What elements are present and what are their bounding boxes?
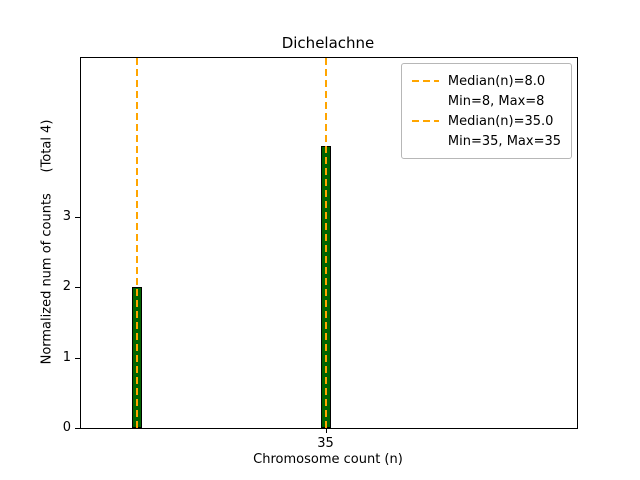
x-tick: [325, 428, 327, 433]
plot-area: 0 1 2 3 35: [63, 57, 578, 451]
legend-row: Median(n)=35.0: [411, 111, 561, 131]
y-tick: [75, 357, 80, 359]
legend-row: Min=8, Max=8: [412, 91, 561, 111]
y-tick-label: 3: [62, 208, 71, 224]
legend-label: Min=8, Max=8: [447, 93, 545, 109]
legend-label: Median(n)=35.0: [447, 113, 554, 129]
median-dashed-line: [135, 58, 138, 428]
legend-blank-marker: [412, 100, 439, 102]
y-tick-label: 0: [62, 420, 71, 435]
legend-row: Min=35, Max=35: [412, 131, 561, 151]
legend-label: Median(n)=8.0: [447, 73, 546, 89]
y-tick: [75, 428, 80, 429]
legend-row: Median(n)=8.0: [411, 71, 561, 91]
chart-title: Dichelachne: [281, 34, 375, 52]
y-tick-label: 1: [62, 349, 71, 365]
legend-dashed-line-icon: [411, 120, 439, 122]
legend-blank-marker: [412, 140, 439, 142]
x-tick-label: 35: [317, 436, 334, 451]
x-axis-label: Chromosome count (n): [253, 452, 403, 467]
legend-dashed-line-icon: [411, 80, 439, 82]
y-axis-label: Normalized num of counts (Total 4): [39, 119, 55, 365]
y-tick: [75, 216, 80, 218]
legend: Median(n)=8.0 Min=8, Max=8 Median(n)=35.…: [400, 63, 572, 159]
y-tick-label: 2: [62, 279, 71, 295]
legend-label: Min=35, Max=35: [447, 133, 561, 149]
median-dashed-line: [324, 58, 327, 428]
y-tick: [75, 287, 80, 289]
